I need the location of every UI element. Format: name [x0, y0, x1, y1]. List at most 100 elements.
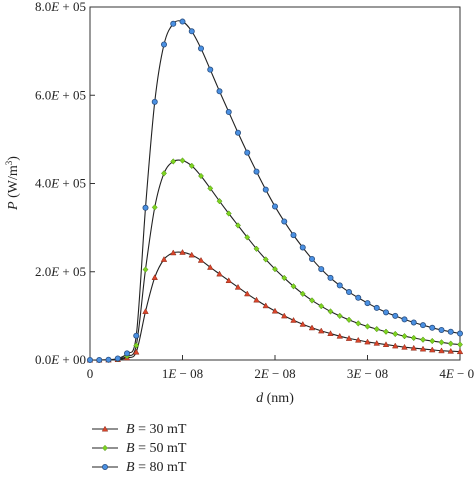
data-point	[382, 341, 390, 348]
x-tick-label: 4E − 08	[439, 366, 474, 381]
data-point	[207, 185, 214, 192]
data-point	[160, 41, 167, 48]
data-point	[271, 203, 278, 210]
data-point	[447, 340, 454, 347]
x-tick-label: 2E − 08	[254, 366, 295, 381]
data-point	[170, 158, 177, 165]
data-point	[290, 316, 297, 323]
data-point	[133, 332, 140, 339]
x-tick-label: 0	[87, 366, 94, 381]
y-tick-label: 4.0E + 05	[35, 176, 86, 191]
data-point	[355, 336, 362, 343]
data-point	[179, 18, 186, 25]
data-point	[262, 302, 269, 309]
data-point	[179, 249, 186, 255]
data-point	[198, 172, 204, 180]
data-point	[151, 274, 158, 280]
data-point	[170, 249, 177, 256]
data-point	[87, 356, 94, 363]
data-point	[336, 332, 343, 339]
data-point	[151, 204, 158, 211]
data-point	[382, 309, 389, 316]
legend-label: B = 50 mT	[126, 441, 187, 456]
data-point	[419, 345, 427, 352]
data-point	[262, 186, 269, 193]
data-point	[207, 264, 214, 270]
data-point	[429, 337, 436, 345]
data-point	[281, 218, 288, 225]
data-point	[392, 312, 399, 319]
data-point	[197, 256, 205, 263]
data-point	[142, 204, 149, 211]
y-tick-label: 2.0E + 05	[35, 264, 86, 279]
data-point	[235, 222, 241, 229]
data-point	[318, 302, 325, 310]
data-point	[447, 328, 454, 335]
data-point	[401, 343, 408, 350]
data-point	[336, 312, 343, 320]
data-point	[142, 266, 149, 273]
legend-label: B = 80 mT	[126, 460, 187, 475]
data-point	[170, 20, 177, 27]
data-point	[346, 316, 352, 324]
data-point	[234, 283, 242, 290]
data-point	[308, 255, 315, 262]
data-point	[364, 338, 371, 345]
data-point	[327, 308, 334, 315]
data-point	[253, 245, 260, 252]
data-point	[318, 327, 325, 334]
data-point	[429, 324, 436, 331]
data-point	[225, 109, 232, 116]
data-point	[419, 322, 426, 329]
data-point	[290, 232, 297, 239]
data-point	[225, 210, 232, 217]
data-point	[327, 330, 334, 336]
data-point	[281, 274, 288, 282]
data-point	[373, 339, 380, 346]
data-point	[96, 356, 103, 363]
x-tick-label: 3E − 08	[347, 366, 388, 381]
data-point	[253, 168, 260, 175]
legend-label: B = 30 mT	[126, 422, 187, 437]
data-point	[299, 290, 306, 297]
x-axis-label: d (nm)	[256, 391, 294, 406]
data-point	[364, 323, 371, 330]
data-point	[410, 334, 417, 342]
data-point	[364, 300, 371, 307]
data-point	[355, 320, 362, 327]
y-axis-label: P (W/m3)	[4, 156, 21, 211]
series-line	[89, 159, 461, 361]
data-point	[327, 274, 334, 281]
legend-marker	[101, 425, 109, 432]
data-point	[401, 316, 408, 323]
data-point	[160, 256, 168, 262]
data-point	[114, 355, 121, 362]
data-point	[383, 328, 389, 335]
data-point	[456, 348, 464, 355]
y-tick-label: 0.0E + 00	[35, 352, 86, 367]
data-point	[410, 319, 417, 326]
data-point	[308, 324, 316, 331]
data-point	[207, 66, 214, 73]
data-point	[345, 335, 353, 341]
legend-marker	[102, 463, 109, 470]
data-point	[216, 270, 223, 277]
data-point	[234, 129, 241, 136]
data-point	[392, 330, 399, 338]
data-point	[188, 162, 195, 170]
data-point	[438, 339, 445, 346]
data-point	[373, 325, 380, 333]
data-point	[161, 170, 167, 177]
data-point	[244, 290, 251, 297]
data-point	[272, 265, 278, 273]
legend-marker	[102, 444, 108, 452]
data-point	[216, 197, 223, 205]
data-point	[401, 333, 408, 340]
data-point	[188, 251, 195, 258]
data-point	[392, 342, 399, 349]
series-markers	[86, 18, 464, 364]
x-tick-label: 1E − 08	[162, 366, 203, 381]
data-point	[262, 256, 269, 263]
y-tick-label: 8.0E + 05	[35, 0, 86, 14]
